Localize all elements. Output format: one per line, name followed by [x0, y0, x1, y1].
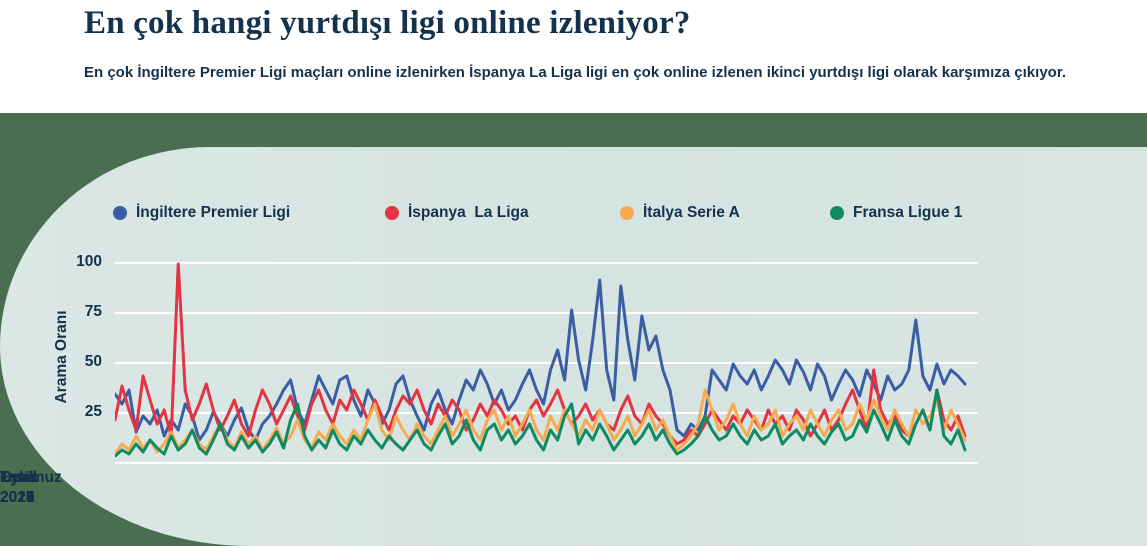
legend-dot-icon	[385, 206, 399, 220]
legend-label: İtalya Serie A	[643, 204, 740, 221]
legend-dot-icon	[620, 206, 634, 220]
legend-dot-icon	[113, 206, 127, 220]
y-tick-100: 100	[76, 253, 102, 270]
legend-item-premier-ligi: İngiltere Premier Ligi	[113, 204, 290, 222]
gridline-50	[115, 362, 978, 364]
chart-legend: İngiltere Premier Ligi İspanya La Liga İ…	[0, 204, 1147, 226]
x-tick-year: 2018	[0, 489, 35, 506]
x-tick-month: Ocak	[0, 469, 38, 486]
legend-label: İngiltere Premier Ligi	[136, 204, 291, 221]
gridline-100	[115, 262, 978, 264]
gridline-0	[115, 462, 978, 464]
y-tick-25: 25	[84, 403, 102, 420]
series-line	[115, 388, 967, 456]
legend-item-serie-a: İtalya Serie A	[620, 204, 740, 222]
x-tick-month: Temmuz	[0, 469, 62, 486]
series-line	[115, 388, 967, 458]
y-tick-75: 75	[84, 303, 102, 320]
x-tick-month: Eylül	[0, 469, 38, 486]
x-tick-eylul-2018: Eylül 2018	[0, 468, 37, 508]
line-chart	[115, 262, 967, 458]
legend-dot-icon	[830, 206, 844, 220]
series-line	[115, 262, 967, 446]
page-title: En çok hangi yurtdışı ligi online izleni…	[84, 5, 691, 41]
chart-panel	[0, 147, 1147, 546]
x-tick-ocak-2017: Ocak 2017	[0, 468, 38, 508]
x-tick-month: Eylül	[0, 469, 38, 486]
legend-item-la-liga: İspanya La Liga	[385, 204, 529, 222]
page-subtitle: En çok İngiltere Premier Ligi maçları on…	[84, 64, 1066, 81]
series-line	[115, 278, 967, 442]
legend-label: Fransa Ligue 1	[853, 204, 963, 221]
y-tick-50: 50	[84, 353, 102, 370]
x-tick-eylul-2021: Eylül 2021	[0, 468, 37, 508]
x-tick-year: 2021	[0, 489, 35, 506]
x-tick-year: 2017	[0, 489, 35, 506]
gridline-75	[115, 312, 978, 314]
x-tick-year: 2020	[0, 489, 35, 506]
legend-label: İspanya La Liga	[408, 204, 529, 221]
legend-item-ligue-1: Fransa Ligue 1	[830, 204, 962, 222]
x-tick-temmuz-2020: Temmuz 2020	[0, 468, 62, 508]
